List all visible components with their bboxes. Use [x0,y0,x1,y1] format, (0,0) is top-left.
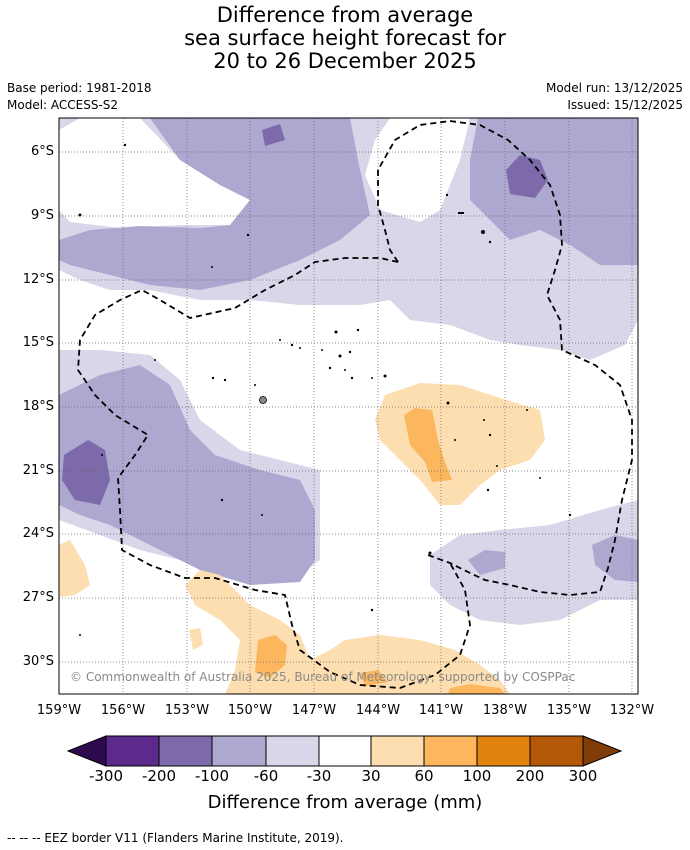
cb-tick-8: 100 [462,767,492,785]
cb-tick-5: -30 [306,767,332,785]
contour-neg100-ne [506,155,548,198]
graticule [58,118,638,694]
cb-tick-9: 200 [515,767,545,785]
meta-right: Model run: 13/12/2025 Issued: 15/12/2025 [546,80,683,114]
white-gap-north [59,118,250,228]
eez-legend: -- -- -- EEZ border V11 (Flanders Marine… [7,831,344,845]
map-title: Difference from average sea surface heig… [0,4,690,73]
cb-tick-10: 300 [568,767,598,785]
contour-neg60-se1 [468,550,505,575]
contour-pos60-south1 [255,635,287,678]
contour-pos60-south2 [360,670,388,686]
meta-left: Base period: 1981-2018 Model: ACCESS-S2 [7,80,152,114]
lat-label-15s: 15°S [22,335,54,350]
white-gap-ne [365,118,470,222]
colorbar [66,735,623,767]
lon-label-141w: 141°W [418,703,464,718]
colorbar-bin-2 [158,735,213,767]
lon-label-153w: 153°W [164,703,210,718]
eez-border [77,120,633,689]
lon-label-135w: 135°W [546,703,592,718]
colorbar-bin-4 [265,735,320,767]
lat-label-24s: 24°S [22,526,54,541]
anomaly-field [59,118,638,694]
cb-tick-1: -300 [88,767,124,785]
colorbar-extend-high [582,735,623,767]
base-period: Base period: 1981-2018 [7,81,152,95]
lat-label-18s: 18°S [22,399,54,414]
cb-tick-2: -200 [141,767,177,785]
colorbar-bin-7 [423,735,478,767]
lon-label-147w: 147°W [291,703,337,718]
colorbar-bin-5 [318,735,372,767]
contour-neg60-se2 [592,535,638,582]
lat-label-30s: 30°S [22,654,54,669]
lat-label-6s: 6°S [30,144,54,159]
issued-date: Issued: 15/12/2025 [567,98,683,112]
contour-pos60-center [404,408,452,482]
contour-neg60-north [59,118,370,290]
title-line-2: sea surface height forecast for [184,26,506,50]
colorbar-extend-low [66,735,107,767]
model-run: Model run: 13/12/2025 [545,81,683,95]
lon-label-159w: 159°W [36,703,82,718]
lat-label-27s: 27°S [22,590,54,605]
lon-label-132w: 132°W [609,703,655,718]
contour-pos30-small [189,628,203,650]
cb-tick-6: 30 [361,767,381,785]
colorbar-bin-1 [105,735,160,767]
lat-label-9s: 9°S [30,208,54,223]
cb-tick-7: 60 [414,767,434,785]
lon-label-150w: 150°W [227,703,273,718]
colorbar-bin-6 [370,735,425,767]
colorbar-bin-9 [529,735,584,767]
lat-label-12s: 12°S [22,272,54,287]
title-line-3: 20 to 26 December 2025 [213,49,477,73]
model-name: Model: ACCESS-S2 [7,98,119,112]
contour-neg100-nw [262,124,285,146]
cb-tick-4: -60 [253,767,279,785]
cb-tick-3: -100 [194,767,230,785]
lon-label-144w: 144°W [355,703,401,718]
colorbar-bin-3 [211,735,267,767]
contour-pos30-west [59,540,90,597]
colorbar-title: Difference from average (mm) [207,792,483,813]
contour-neg100-west [62,440,110,505]
plot-frame [58,117,639,695]
colorbar-bin-8 [476,735,531,767]
lon-label-156w: 156°W [100,703,146,718]
islands [78,143,572,636]
contour-pos60-south3 [448,684,505,694]
lat-label-21s: 21°S [22,463,54,478]
title-line-1: Difference from average [216,3,474,27]
copyright-notice: © Commonwealth of Australia 2025, Bureau… [70,670,576,684]
lon-label-138w: 138°W [482,703,528,718]
contour-neg60-ne [470,118,638,265]
